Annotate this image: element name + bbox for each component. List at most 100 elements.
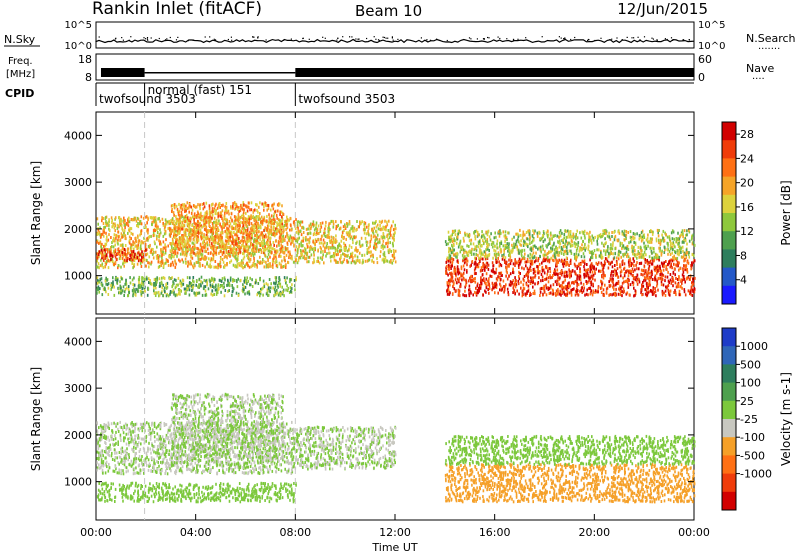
range-cell bbox=[273, 212, 275, 216]
range-cell bbox=[280, 249, 283, 253]
range-cell bbox=[262, 286, 264, 290]
range-cell bbox=[306, 251, 309, 255]
range-cell bbox=[144, 243, 147, 246]
range-cell bbox=[278, 243, 280, 247]
range-cell bbox=[180, 246, 183, 250]
range-cell bbox=[648, 277, 650, 281]
range-cell bbox=[182, 234, 184, 237]
range-cell bbox=[570, 258, 572, 262]
range-cell bbox=[541, 275, 544, 279]
range-cell bbox=[674, 289, 676, 293]
range-cell bbox=[237, 219, 239, 223]
noise-tick-low-left: 10^0 bbox=[65, 41, 92, 52]
range-cell bbox=[459, 285, 461, 289]
range-cell bbox=[196, 210, 199, 214]
range-cell bbox=[490, 275, 493, 278]
range-cell bbox=[257, 282, 260, 285]
range-cell bbox=[676, 262, 679, 266]
range-cell bbox=[98, 266, 100, 270]
cpid-label: CPID bbox=[5, 87, 34, 100]
range-cell bbox=[375, 225, 378, 229]
range-cell bbox=[224, 263, 226, 267]
range-cell bbox=[153, 291, 156, 295]
range-cell bbox=[329, 240, 332, 244]
range-cell bbox=[518, 261, 521, 265]
range-cell bbox=[197, 212, 200, 216]
range-cell bbox=[565, 260, 567, 264]
range-cell bbox=[283, 294, 285, 298]
range-cell bbox=[207, 230, 210, 234]
range-cell bbox=[688, 277, 691, 281]
range-cell bbox=[249, 283, 252, 287]
range-cell bbox=[203, 205, 206, 209]
range-cell bbox=[615, 281, 618, 285]
range-cell bbox=[248, 222, 251, 226]
range-cell bbox=[245, 211, 247, 215]
range-cell bbox=[568, 268, 570, 272]
range-cell bbox=[290, 228, 293, 232]
range-cell bbox=[190, 282, 193, 285]
range-cell bbox=[226, 222, 229, 226]
range-cell bbox=[672, 270, 675, 274]
range-cell bbox=[553, 259, 555, 263]
range-cell bbox=[100, 234, 102, 238]
range-cell bbox=[245, 205, 248, 209]
range-cell bbox=[101, 262, 104, 266]
range-cell bbox=[193, 232, 195, 236]
range-cell bbox=[545, 265, 548, 269]
range-cell bbox=[180, 226, 182, 230]
range-cell bbox=[96, 252, 99, 256]
range-cell bbox=[115, 276, 117, 280]
range-cell bbox=[548, 258, 551, 262]
range-cell bbox=[166, 259, 169, 263]
range-cell bbox=[684, 293, 687, 297]
range-cell bbox=[468, 288, 470, 292]
range-cell bbox=[107, 266, 110, 270]
range-cell bbox=[651, 292, 654, 296]
range-cell bbox=[121, 235, 124, 239]
range-cell bbox=[227, 227, 230, 231]
range-cell bbox=[111, 252, 113, 256]
range-cell bbox=[161, 261, 164, 265]
range-cell bbox=[161, 217, 164, 221]
range-cell bbox=[383, 253, 386, 257]
range-cell bbox=[171, 229, 173, 233]
range-cell bbox=[144, 289, 146, 293]
range-cell bbox=[192, 285, 194, 289]
range-cell bbox=[197, 257, 200, 261]
range-cell bbox=[254, 234, 256, 238]
range-cell bbox=[103, 248, 105, 252]
range-cell bbox=[338, 244, 340, 247]
range-cell bbox=[491, 281, 494, 285]
range-cell bbox=[197, 260, 200, 264]
range-cell bbox=[214, 238, 216, 242]
range-cell bbox=[120, 224, 123, 228]
range-cell bbox=[229, 216, 232, 220]
range-cell bbox=[231, 290, 234, 294]
range-cell bbox=[447, 286, 450, 290]
range-cell bbox=[631, 280, 634, 284]
range-cell bbox=[276, 283, 279, 287]
range-cell bbox=[197, 219, 199, 223]
range-cell bbox=[274, 250, 276, 254]
range-cell bbox=[189, 244, 191, 248]
range-cell bbox=[173, 253, 176, 256]
range-cell bbox=[160, 251, 162, 255]
range-cell bbox=[245, 228, 247, 232]
range-cell bbox=[183, 287, 186, 291]
range-cell bbox=[220, 245, 222, 249]
range-cell bbox=[158, 277, 161, 281]
range-cell bbox=[619, 263, 621, 267]
range-cell bbox=[219, 260, 222, 264]
range-cell bbox=[266, 227, 268, 231]
range-cell bbox=[134, 290, 137, 294]
range-cell bbox=[269, 228, 271, 232]
range-cell bbox=[153, 278, 156, 282]
range-cell bbox=[215, 202, 217, 206]
range-cell bbox=[630, 261, 633, 265]
range-cell bbox=[611, 260, 613, 264]
range-cell bbox=[133, 259, 136, 263]
range-cell bbox=[233, 251, 235, 255]
range-cell bbox=[110, 253, 113, 257]
